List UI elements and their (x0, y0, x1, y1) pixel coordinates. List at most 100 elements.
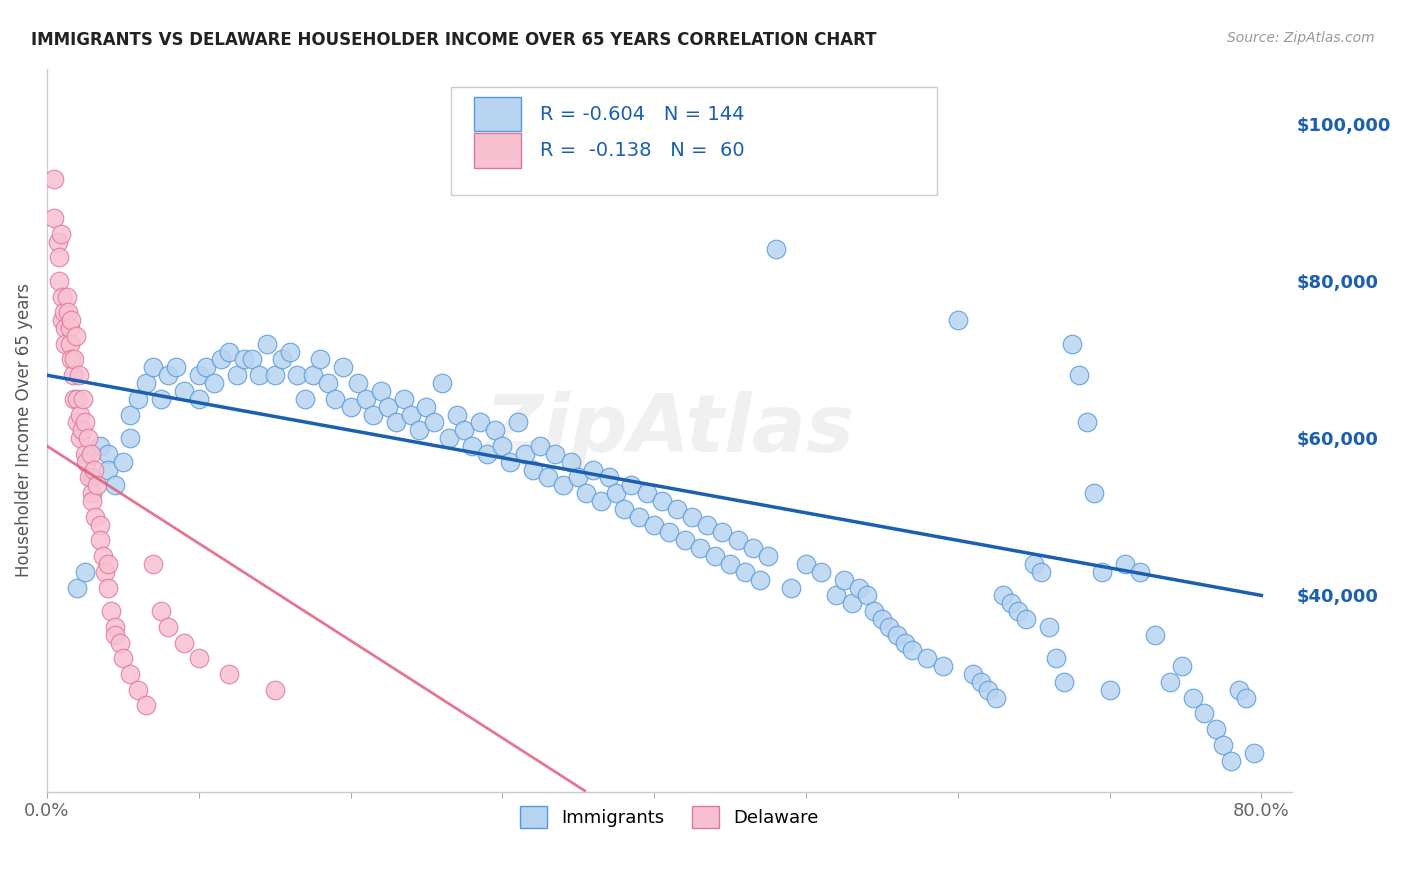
Immigrants (73, 565, 96, 579)
Delaware (91, 549, 114, 563)
Immigrants (347, 376, 370, 390)
Delaware (44, 171, 66, 186)
Delaware (111, 651, 134, 665)
Immigrants (627, 509, 650, 524)
Immigrants (718, 557, 741, 571)
Delaware (73, 447, 96, 461)
Immigrants (97, 447, 120, 461)
Immigrants (1220, 754, 1243, 768)
Immigrants (165, 360, 187, 375)
Immigrants (1022, 557, 1045, 571)
Immigrants (855, 588, 877, 602)
Immigrants (484, 423, 506, 437)
Immigrants (863, 604, 886, 618)
Delaware (66, 392, 89, 406)
Legend: Immigrants, Delaware: Immigrants, Delaware (513, 798, 825, 835)
Immigrants (613, 501, 636, 516)
Delaware (89, 533, 111, 548)
Immigrants (879, 620, 901, 634)
Delaware (60, 352, 83, 367)
Immigrants (240, 352, 263, 367)
Immigrants (665, 501, 688, 516)
Immigrants (135, 376, 157, 390)
Delaware (44, 211, 66, 225)
Delaware (51, 289, 73, 303)
Immigrants (233, 352, 256, 367)
Immigrants (423, 416, 446, 430)
Delaware (100, 604, 122, 618)
Delaware (149, 604, 172, 618)
Immigrants (703, 549, 725, 563)
Immigrants (643, 517, 665, 532)
Immigrants (560, 455, 582, 469)
Text: ZipAtlas: ZipAtlas (485, 392, 855, 469)
Immigrants (446, 408, 468, 422)
Immigrants (931, 659, 953, 673)
Delaware (69, 431, 91, 445)
Immigrants (651, 494, 673, 508)
Immigrants (97, 462, 120, 476)
Delaware (157, 620, 180, 634)
Immigrants (984, 690, 1007, 705)
Immigrants (278, 344, 301, 359)
Immigrants (1212, 738, 1234, 752)
Immigrants (551, 478, 574, 492)
Immigrants (468, 416, 491, 430)
Delaware (97, 557, 120, 571)
Immigrants (917, 651, 939, 665)
Immigrants (294, 392, 316, 406)
Immigrants (1031, 565, 1053, 579)
Immigrants (1000, 596, 1022, 610)
Immigrants (522, 462, 544, 476)
Delaware (83, 462, 105, 476)
Immigrants (749, 573, 772, 587)
Immigrants (157, 368, 180, 383)
Delaware (127, 682, 149, 697)
Immigrants (636, 486, 658, 500)
Delaware (59, 321, 82, 335)
Immigrants (202, 376, 225, 390)
Immigrants (287, 368, 309, 383)
Immigrants (506, 416, 529, 430)
FancyBboxPatch shape (474, 96, 522, 131)
Delaware (62, 368, 84, 383)
Delaware (84, 509, 107, 524)
Immigrants (385, 416, 408, 430)
Delaware (80, 447, 103, 461)
Immigrants (870, 612, 893, 626)
Delaware (65, 329, 87, 343)
Immigrants (810, 565, 832, 579)
Delaware (60, 313, 83, 327)
Immigrants (589, 494, 612, 508)
Immigrants (127, 392, 149, 406)
Immigrants (187, 392, 209, 406)
Immigrants (461, 439, 484, 453)
Immigrants (1098, 682, 1121, 697)
Immigrants (537, 470, 560, 484)
Immigrants (111, 455, 134, 469)
Immigrants (620, 478, 643, 492)
Delaware (59, 336, 82, 351)
Delaware (72, 392, 94, 406)
Immigrants (832, 573, 855, 587)
Immigrants (392, 392, 415, 406)
Text: R =  -0.138   N =  60: R = -0.138 N = 60 (540, 141, 745, 160)
Immigrants (1159, 674, 1181, 689)
Delaware (77, 431, 100, 445)
Immigrants (544, 447, 567, 461)
Delaware (55, 289, 77, 303)
Immigrants (187, 368, 209, 383)
Immigrants (513, 447, 536, 461)
Immigrants (399, 408, 422, 422)
Delaware (93, 565, 115, 579)
Delaware (142, 557, 165, 571)
Immigrants (263, 368, 285, 383)
Immigrants (104, 478, 127, 492)
Immigrants (1069, 368, 1091, 383)
Text: Source: ZipAtlas.com: Source: ZipAtlas.com (1227, 31, 1375, 45)
Immigrants (1091, 565, 1114, 579)
FancyBboxPatch shape (451, 87, 936, 195)
Immigrants (681, 509, 703, 524)
Immigrants (1060, 336, 1083, 351)
Immigrants (582, 462, 605, 476)
